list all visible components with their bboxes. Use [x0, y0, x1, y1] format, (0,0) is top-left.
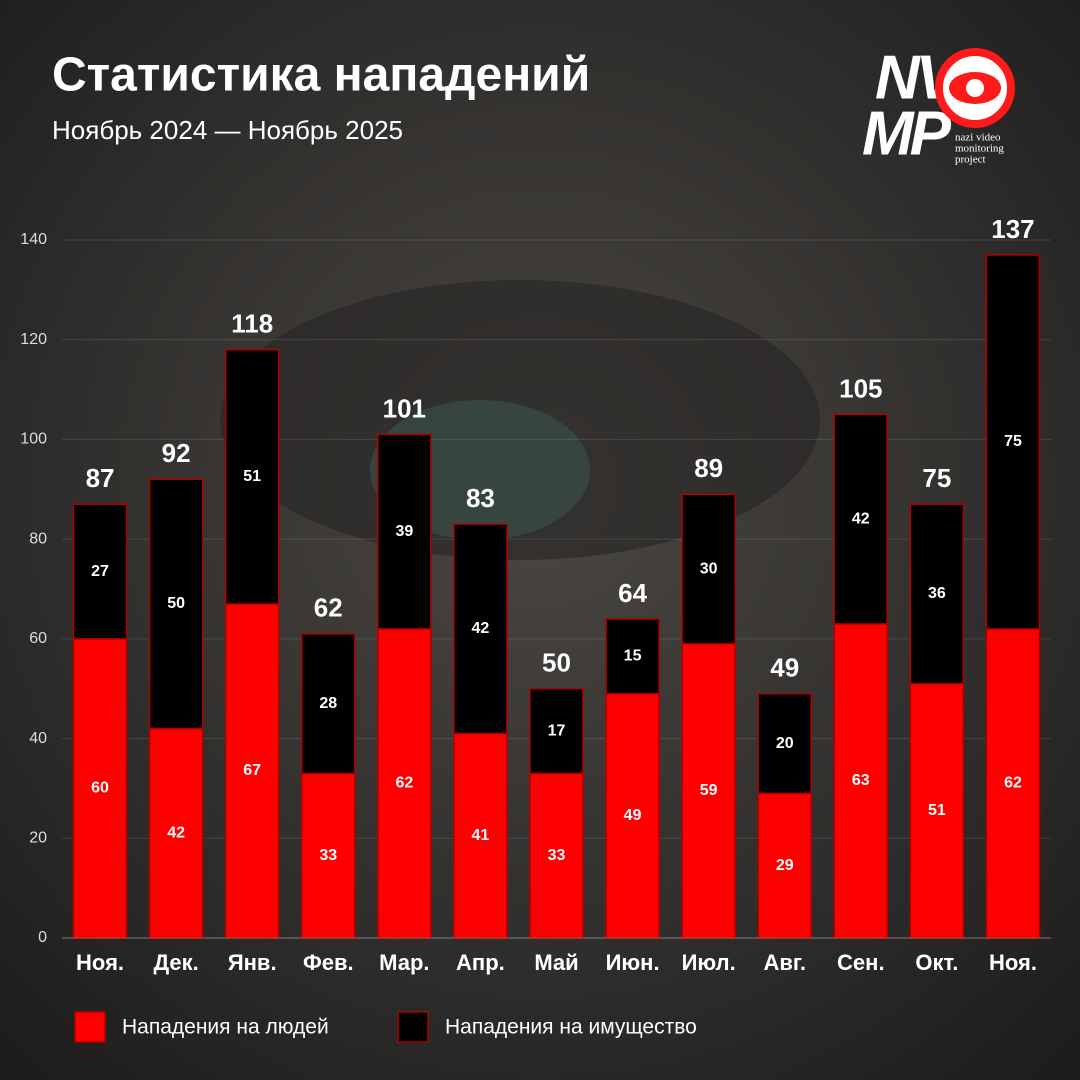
bar-segment [377, 628, 432, 939]
bar-segment [224, 603, 280, 939]
logo-tagline: project [955, 154, 986, 166]
x-tick-label: Май [534, 950, 578, 975]
segment-label: 63 [852, 772, 870, 789]
segment-label: 15 [624, 648, 642, 665]
bar-segment [224, 348, 280, 605]
x-tick-label: Дек. [153, 950, 198, 975]
segment-label: 28 [319, 695, 337, 712]
y-tick-label: 40 [29, 730, 47, 747]
segment-label: 20 [776, 735, 794, 752]
y-tick-label: 60 [29, 630, 47, 647]
x-tick-label: Окт. [915, 950, 958, 975]
segment-label: 33 [548, 847, 566, 864]
segment-label: 62 [1004, 775, 1022, 792]
legend-label: Нападения на людей [122, 1016, 329, 1039]
logo-eye [966, 79, 984, 97]
y-tick-label: 120 [20, 331, 47, 348]
bar-segment [148, 478, 204, 730]
x-tick-label: Авг. [763, 950, 806, 975]
total-label: 49 [770, 653, 799, 683]
x-tick-label: Июл. [682, 950, 736, 975]
segment-label: 27 [91, 563, 109, 580]
segment-label: 62 [395, 775, 413, 792]
total-label: 89 [694, 453, 723, 483]
total-label: 137 [991, 214, 1034, 244]
segment-label: 51 [928, 802, 946, 819]
x-tick-label: Мар. [379, 950, 429, 975]
bar-segment [909, 503, 965, 685]
total-label: 118 [231, 309, 273, 339]
bar-segment [833, 413, 889, 625]
segment-label: 42 [167, 825, 185, 842]
segment-label: 42 [472, 620, 490, 637]
bar-segment [681, 493, 736, 645]
total-label: 87 [86, 463, 115, 493]
total-label: 101 [383, 393, 426, 423]
segment-label: 42 [852, 510, 870, 527]
y-tick-label: 0 [38, 929, 47, 946]
segment-label: 50 [167, 595, 185, 612]
total-label: 92 [162, 438, 191, 468]
bar-segment [605, 618, 660, 695]
total-label: 105 [839, 373, 882, 403]
bar-segment [985, 628, 1041, 939]
bar-segment [72, 503, 128, 640]
logo-text: MP [862, 99, 952, 168]
y-tick-label: 140 [20, 231, 47, 248]
segment-label: 17 [548, 722, 566, 739]
x-tick-label: Ноя. [76, 950, 124, 975]
total-label: 62 [314, 593, 343, 623]
bar-segment [72, 638, 128, 939]
bar-segment [757, 792, 812, 939]
bar-segment [909, 682, 965, 939]
logo-tagline: monitoring [955, 143, 1004, 155]
y-tick-label: 100 [20, 431, 47, 448]
x-tick-label: Июн. [606, 950, 660, 975]
x-tick-label: Янв. [228, 950, 277, 975]
bar-segment [453, 523, 508, 735]
x-tick-label: Сен. [837, 950, 885, 975]
logo-tagline: nazi video [955, 132, 1001, 144]
y-tick-label: 80 [29, 530, 47, 547]
bar-segment [833, 623, 889, 939]
segment-label: 67 [243, 762, 261, 779]
total-label: 64 [618, 578, 647, 608]
bar-segment [529, 687, 584, 775]
total-label: 75 [922, 463, 951, 493]
bar-segment [985, 254, 1041, 630]
segment-label: 49 [624, 807, 642, 824]
chart-subtitle: Ноябрь 2024 — Ноябрь 2025 [52, 115, 403, 145]
legend-label: Нападения на имущество [445, 1016, 697, 1039]
bar-segment [529, 772, 584, 939]
x-tick-label: Апр. [456, 950, 505, 975]
total-label: 83 [466, 483, 495, 513]
bar-segment [301, 772, 356, 939]
segment-label: 36 [928, 585, 946, 602]
legend-swatch [397, 1011, 429, 1043]
x-tick-label: Фев. [303, 950, 354, 975]
segment-label: 29 [776, 857, 794, 874]
total-label: 50 [542, 648, 571, 678]
y-tick-label: 20 [29, 830, 47, 847]
logo: NV MP nazi video monitoring project [862, 43, 1015, 168]
x-tick-label: Ноя. [989, 950, 1037, 975]
bar-segment [681, 643, 736, 939]
segment-label: 33 [319, 847, 337, 864]
segment-label: 75 [1004, 433, 1022, 450]
segment-label: 39 [395, 523, 413, 540]
bar-segment [301, 633, 356, 775]
bar-segment [605, 692, 660, 939]
bar-segment [377, 433, 432, 630]
segment-label: 41 [472, 827, 490, 844]
segment-label: 60 [91, 780, 109, 797]
segment-label: 30 [700, 560, 718, 577]
chart-title: Статистика нападений [52, 49, 590, 102]
bar-segment [757, 692, 812, 795]
segment-label: 59 [700, 782, 718, 799]
legend-swatch [74, 1011, 106, 1043]
segment-label: 51 [243, 468, 261, 485]
